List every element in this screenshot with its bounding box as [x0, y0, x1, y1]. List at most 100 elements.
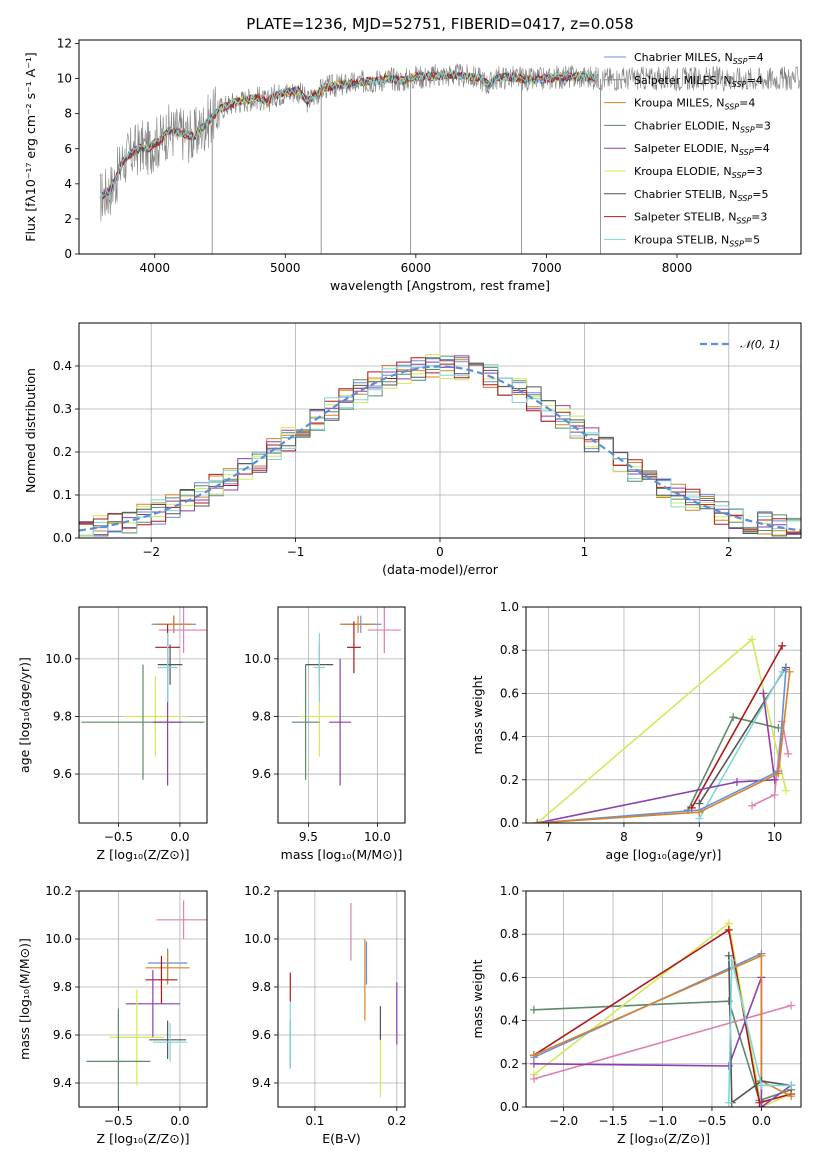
weight-line: [533, 954, 792, 1097]
x-axis-label: Z [log₁₀(Z/Z⊙)]: [97, 847, 190, 862]
weight-marker: [778, 641, 787, 650]
weight-marker: [787, 1092, 796, 1101]
x-tick-label: −0.5: [697, 1114, 726, 1128]
weight-line: [537, 693, 776, 823]
y-tick-label: 0.4: [53, 359, 72, 373]
weight-marker: [724, 951, 733, 960]
x-axis-label: Z [log₁₀(Z/Z⊙)]: [617, 1131, 710, 1146]
weight-line: [533, 1000, 792, 1102]
x-tick-label: −1.0: [648, 1114, 677, 1128]
y-tick-label: 10.0: [244, 932, 271, 946]
y-tick-label: 10.0: [244, 652, 271, 666]
plot-area: [81, 607, 207, 786]
weight-marker: [695, 808, 704, 817]
x-tick-label: 6000: [401, 261, 432, 275]
axes-frame: [525, 606, 802, 824]
x-tick-label: 4000: [139, 261, 170, 275]
y-tick-label: 8: [64, 107, 72, 121]
legend: Chabrier MILES, NSSP=4 Salpeter MILES, NS…: [604, 51, 771, 248]
y-tick-label: 0.1: [53, 488, 72, 502]
x-tick-label: 0.2: [387, 1114, 406, 1128]
y-tick-label: 0.2: [500, 773, 519, 787]
axes-frame: [78, 890, 208, 1108]
x-tick-label: 10.0: [364, 830, 391, 844]
legend-label: 𝒩(0, 1): [740, 338, 780, 351]
weight-line: [691, 645, 783, 809]
mass-vs-Z-panel: −0.5 0.0 9.4 9.6 9.8 10.0 10.2 Z [log₁₀(Z/Z⊙)] m…: [17, 884, 208, 1146]
y-tick-label: 0.0: [500, 1100, 519, 1114]
y-tick-label: 1.0: [500, 884, 519, 898]
legend-label: Chabrier MILES, NSSP=4: [634, 51, 764, 66]
weight-vs-Z-panel: −2.0 −1.5 −1.0 −0.5 0.0 0.0 0.2 0.4 0.6 0.8 1.0 Z […: [470, 884, 802, 1146]
weight-marker: [781, 786, 790, 795]
plot-area: [79, 354, 801, 537]
plot-area: [289, 903, 398, 1098]
y-tick-label: 9.8: [252, 980, 271, 994]
x-tick-label: 5000: [270, 261, 301, 275]
y-tick-label: 10.0: [45, 932, 72, 946]
weight-marker: [727, 956, 736, 965]
weight-line: [537, 669, 787, 823]
weight-marker: [529, 1005, 538, 1014]
y-axis-label: Normed distribution: [23, 368, 38, 493]
y-axis-label: mass weight: [470, 675, 485, 754]
y-tick-label: 0.0: [500, 816, 519, 830]
y-tick-label: 9.6: [53, 767, 72, 781]
y-tick-label: 0.0: [53, 531, 72, 545]
legend-label: Kroupa MILES, NSSP=4: [634, 97, 755, 112]
gaussian-curve: [79, 365, 801, 532]
spectrum-panel: 4000 5000 6000 7000 8000 0 2 4 6 8 10 12 wavelength …: [23, 37, 802, 293]
weight-marker: [724, 1098, 733, 1107]
x-tick-label: −0.5: [104, 830, 133, 844]
y-axis-label: mass weight: [470, 959, 485, 1038]
x-tick-label: 0: [436, 545, 444, 559]
observed-spectrum-line: [99, 63, 800, 222]
weight-marker: [724, 925, 733, 934]
y-tick-label: 6: [64, 142, 72, 156]
y-axis-label: Flux [fλ10⁻¹⁷ erg cm⁻² s⁻¹ A⁻¹]: [23, 52, 38, 241]
weight-marker: [757, 1103, 766, 1107]
weight-marker: [748, 635, 757, 644]
y-tick-label: 9.8: [252, 709, 271, 723]
figure-title: PLATE=1236, MJD=52751, FIBERID=0417, z=0…: [246, 15, 633, 33]
mass-vs-EBV-panel: 0.1 0.2 9.4 9.6 9.8 10.0 10.2 E(B-V): [244, 884, 406, 1146]
weight-line: [728, 959, 792, 1103]
y-tick-label: 0.2: [53, 445, 72, 459]
weight-marker: [774, 769, 783, 778]
y-tick-label: 0.4: [500, 730, 519, 744]
age-vs-mass-panel: 9.5 10.0 9.6 9.8 10.0 mass [log₁₀(M/M⊙)]: [244, 606, 406, 862]
y-axis-label: mass [log₁₀(M/M⊙)]: [17, 938, 32, 1060]
weight-line: [533, 928, 792, 1104]
x-tick-label: 1: [581, 545, 589, 559]
axes-frame: [78, 606, 208, 824]
y-tick-label: 10.0: [45, 652, 72, 666]
y-tick-label: 1.0: [500, 600, 519, 614]
weight-marker: [770, 775, 779, 784]
x-axis-label: E(B-V): [322, 1131, 361, 1146]
y-tick-label: 0.6: [500, 686, 519, 700]
x-axis-label: wavelength [Angstrom, rest frame]: [330, 278, 550, 293]
plot-area: [291, 607, 401, 786]
x-tick-label: 0.1: [305, 1114, 324, 1128]
y-tick-label: 9.8: [53, 980, 72, 994]
legend-label: Salpeter STELIB, NSSP=3: [634, 211, 767, 226]
x-tick-label: 2: [725, 545, 733, 559]
weight-marker: [787, 1001, 796, 1010]
legend-label: Chabrier STELIB, NSSP=5: [634, 188, 768, 203]
y-tick-label: 4: [64, 177, 72, 191]
y-tick-label: 9.6: [53, 1028, 72, 1042]
axes-frame: [277, 606, 406, 824]
weight-marker: [748, 801, 757, 810]
weight-marker: [732, 777, 741, 786]
age-vs-Z-panel: −0.5 0.0 9.6 9.8 10.0 Z [log₁₀(Z/Z⊙)] age [log…: [17, 606, 208, 862]
x-tick-label: 0.0: [752, 1114, 771, 1128]
x-tick-label: −0.5: [104, 1114, 133, 1128]
weight-marker: [787, 1081, 796, 1090]
weight-marker: [759, 689, 768, 698]
x-axis-label: Z [log₁₀(Z/Z⊙)]: [97, 1131, 190, 1146]
y-tick-label: 0.6: [500, 970, 519, 984]
y-tick-label: 9.6: [252, 1028, 271, 1042]
x-tick-label: 8000: [662, 261, 693, 275]
x-tick-label: −1: [287, 545, 305, 559]
weight-marker: [757, 951, 766, 960]
